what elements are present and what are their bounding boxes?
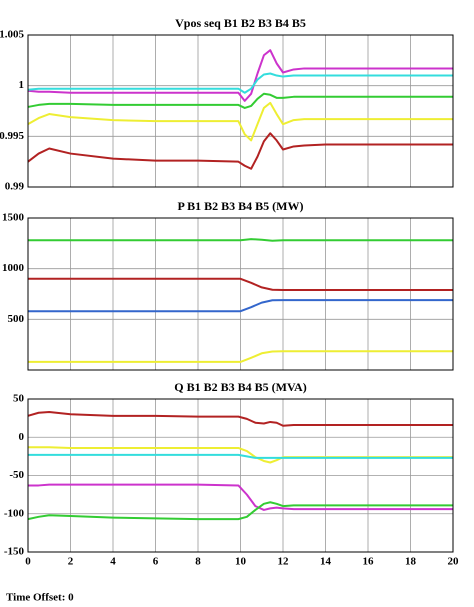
y-tick-label: 1500	[2, 212, 25, 224]
series-line	[27, 132, 453, 170]
y-tick-label: 0	[19, 431, 25, 443]
y-tick-label: 500	[8, 313, 25, 325]
plot-frame	[27, 34, 454, 188]
x-tick-label: 12	[278, 556, 290, 568]
x-tick-label: 0	[25, 556, 31, 568]
time-offset: Time Offset: 0	[6, 592, 74, 604]
series-line	[27, 411, 453, 427]
y-tick-label: -150	[4, 546, 25, 558]
series-line	[28, 277, 453, 291]
y-tick-label: 0.99	[5, 181, 25, 193]
x-tick-label: 6	[153, 556, 159, 568]
series-line	[27, 49, 453, 102]
y-tick-label: -50	[9, 469, 24, 481]
x-tick-label: 16	[363, 556, 375, 568]
x-tick-label: 10	[235, 556, 247, 568]
series-line	[28, 453, 453, 459]
series-line	[27, 501, 453, 521]
y-tick-label: 1.005	[0, 29, 25, 41]
series-line	[28, 350, 453, 363]
chart-title: Vpos seq B1 B2 B3 B4 B5	[175, 16, 306, 30]
x-tick-label: 18	[405, 556, 417, 568]
x-tick-label: 8	[195, 556, 201, 568]
x-tick-label: 20	[448, 556, 460, 568]
series-line	[27, 101, 453, 142]
x-tick-label: 2	[68, 556, 74, 568]
y-tick-label: 1	[19, 79, 25, 91]
series-line	[27, 72, 453, 94]
series-line	[28, 299, 453, 313]
x-tick-label: 4	[110, 556, 116, 568]
chart-title: P B1 B2 B3 B4 B5 (MW)	[177, 199, 303, 213]
plot-frame	[27, 398, 454, 553]
y-tick-label: 1000	[2, 262, 25, 274]
y-tick-label: 0.995	[0, 130, 25, 142]
series-line	[27, 92, 453, 109]
chart-title: Q B1 B2 B3 B4 B5 (MVA)	[174, 380, 306, 394]
x-tick-label: 14	[320, 556, 332, 568]
series-line	[28, 238, 453, 242]
y-tick-label: -100	[4, 507, 25, 519]
y-tick-label: 50	[13, 393, 25, 405]
plot-frame	[27, 217, 454, 371]
